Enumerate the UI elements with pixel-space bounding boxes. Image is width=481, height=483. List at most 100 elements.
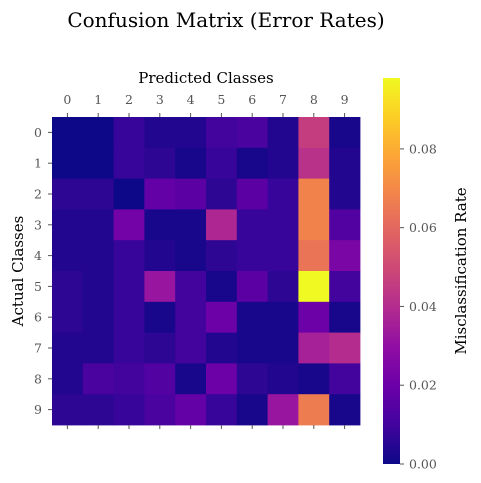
heatmap-cell xyxy=(298,394,330,426)
y-tick-label: 0 xyxy=(34,125,42,140)
x-tick-label: 7 xyxy=(279,92,287,107)
heatmap-cell xyxy=(329,332,361,364)
heatmap-cell xyxy=(329,394,361,426)
heatmap-cell xyxy=(113,117,145,149)
heatmap-cell xyxy=(206,240,238,272)
heatmap-cell xyxy=(52,178,84,210)
y-tick-label: 1 xyxy=(34,156,42,171)
heatmap-cell xyxy=(267,178,299,210)
heatmap-cell xyxy=(206,117,238,149)
y-tick-label: 3 xyxy=(34,217,42,232)
heatmap-cell xyxy=(267,147,299,179)
colorbar-tick-label: 0.04 xyxy=(409,299,437,314)
heatmap-cell xyxy=(267,301,299,333)
heatmap-cell xyxy=(113,209,145,241)
heatmap-cell xyxy=(236,363,268,395)
heatmap-cell xyxy=(329,301,361,333)
heatmap-cell xyxy=(236,271,268,303)
y-tick-label: 7 xyxy=(34,341,42,356)
heatmap-cell xyxy=(298,271,330,303)
heatmap-cell xyxy=(52,332,84,364)
heatmap-cell xyxy=(144,301,176,333)
heatmap-cell xyxy=(206,209,238,241)
heatmap-cell xyxy=(175,209,207,241)
x-tick-group: 0 1 2 3 4 5 6 7 8 9 xyxy=(63,92,349,429)
heatmap-cell xyxy=(144,240,176,272)
heatmap-cell xyxy=(144,271,176,303)
heatmap-cell xyxy=(113,332,145,364)
heatmap-cell xyxy=(82,301,114,333)
chart-title: Confusion Matrix (Error Rates) xyxy=(67,8,384,32)
x-tick-label: 5 xyxy=(217,92,225,107)
heatmap-cell xyxy=(206,178,238,210)
heatmap-cell xyxy=(236,117,268,149)
heatmap-cell xyxy=(175,178,207,210)
x-tick-label: 4 xyxy=(187,92,195,107)
heatmap-cell xyxy=(144,209,176,241)
heatmap-cell xyxy=(82,332,114,364)
heatmap-cell xyxy=(236,147,268,179)
heatmap-cell xyxy=(329,117,361,149)
heatmap-cell xyxy=(329,147,361,179)
heatmap-cell xyxy=(206,147,238,179)
heatmap-cell xyxy=(52,209,84,241)
y-tick-label: 9 xyxy=(34,402,42,417)
heatmap-cell xyxy=(52,117,84,149)
heatmap-cell xyxy=(298,209,330,241)
heatmap-cell xyxy=(267,394,299,426)
x-tick-label: 8 xyxy=(310,92,318,107)
heatmap-cell xyxy=(175,240,207,272)
heatmap-cell xyxy=(206,301,238,333)
heatmap-cell xyxy=(52,240,84,272)
heatmap-cell xyxy=(113,147,145,179)
x-tick-label: 6 xyxy=(248,92,256,107)
x-tick-label: 9 xyxy=(341,92,349,107)
heatmap-cell xyxy=(236,394,268,426)
heatmap-cell xyxy=(113,363,145,395)
heatmap-cell xyxy=(206,394,238,426)
heatmap-cell xyxy=(267,363,299,395)
heatmap-cell xyxy=(267,271,299,303)
heatmap-cell xyxy=(329,178,361,210)
y-tick-label: 2 xyxy=(34,187,42,202)
heatmap-cell xyxy=(175,301,207,333)
heatmap-cell xyxy=(329,363,361,395)
heatmap-cell xyxy=(82,117,114,149)
heatmap-cell xyxy=(82,240,114,272)
heatmap-cell xyxy=(52,271,84,303)
colorbar-tick-group: 0.00 0.02 0.04 0.06 0.08 xyxy=(400,141,437,472)
heatmap-cell xyxy=(267,240,299,272)
heatmap-cell xyxy=(175,147,207,179)
heatmap-cell xyxy=(175,117,207,149)
y-tick-group: 0 1 2 3 4 5 6 7 8 9 xyxy=(34,125,52,417)
heatmap-cell xyxy=(52,394,84,426)
x-axis-label: Predicted Classes xyxy=(138,69,273,87)
heatmap-cell xyxy=(329,209,361,241)
heatmap-cell xyxy=(298,332,330,364)
y-axis-label: Actual Classes xyxy=(9,216,27,328)
heatmap-cell xyxy=(175,394,207,426)
heatmap-cell xyxy=(298,240,330,272)
heatmap-cell xyxy=(329,271,361,303)
heatmap-cell xyxy=(82,363,114,395)
heatmap-cell xyxy=(144,363,176,395)
heatmap-cell xyxy=(113,301,145,333)
y-tick-label: 8 xyxy=(34,371,42,386)
heatmap-cell xyxy=(82,271,114,303)
heatmap-cell xyxy=(206,271,238,303)
heatmap-cell xyxy=(113,178,145,210)
x-tick-label: 3 xyxy=(156,92,164,107)
heatmap-cell xyxy=(52,301,84,333)
colorbar-tick-label: 0.08 xyxy=(409,141,437,156)
colorbar-label: Misclassification Rate xyxy=(452,187,470,354)
heatmap-cell xyxy=(298,301,330,333)
heatmap-cells xyxy=(52,117,361,426)
colorbar-tick-label: 0.00 xyxy=(409,457,437,472)
heatmap-cell xyxy=(298,178,330,210)
heatmap-cell xyxy=(144,117,176,149)
heatmap-cell xyxy=(329,240,361,272)
heatmap-cell xyxy=(206,332,238,364)
heatmap-cell xyxy=(144,147,176,179)
heatmap-cell xyxy=(236,332,268,364)
